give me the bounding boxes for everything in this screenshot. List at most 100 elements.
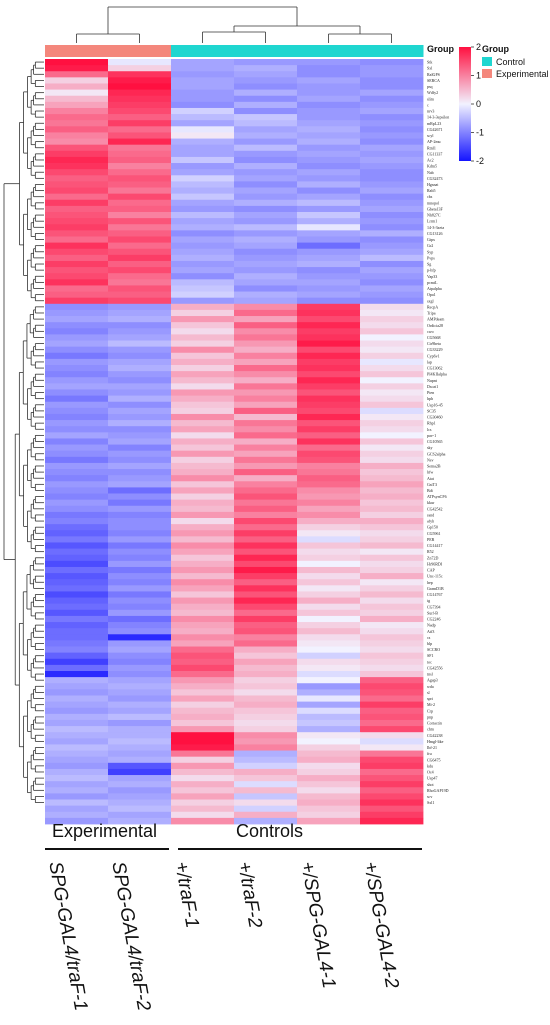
gene-label: Hmgl-like	[427, 739, 444, 744]
heatmap-cell	[297, 456, 361, 464]
heatmap-cell	[297, 65, 361, 72]
heatmap-cell	[360, 89, 424, 97]
heatmap-cell	[45, 126, 109, 133]
heatmap-cell	[108, 389, 172, 396]
heatmap-cell	[108, 664, 172, 672]
heatmap-cell	[360, 193, 424, 201]
heatmap-cell	[171, 285, 235, 292]
gene-label: mRpL23	[427, 121, 441, 126]
heatmap-cell	[234, 95, 298, 103]
heatmap-cell	[297, 365, 361, 372]
gene-label: Ctr9beta	[427, 341, 441, 346]
gene-label: rand	[427, 512, 434, 517]
gene-label: Usp47	[427, 776, 437, 781]
heatmap-cell	[108, 291, 172, 299]
heatmap-cell	[360, 622, 424, 629]
heatmap-cell	[171, 59, 235, 66]
gene-label: Sema2B	[427, 464, 441, 469]
heatmap-cell	[45, 95, 109, 103]
heatmap-cell	[108, 377, 172, 384]
heatmap-cell	[297, 175, 361, 182]
heatmap-cell	[297, 469, 361, 476]
heatmap-cell	[171, 585, 235, 592]
heatmap-cell	[234, 383, 298, 390]
heatmap-cell	[45, 566, 109, 574]
heatmap-cell	[234, 750, 298, 758]
heatmap-cell	[360, 518, 424, 525]
heatmap-cell	[360, 628, 424, 635]
heatmap-cell	[297, 383, 361, 390]
heatmap-cell	[171, 701, 235, 709]
heatmap-cell	[108, 750, 172, 758]
heatmap-cell	[360, 689, 424, 696]
heatmap-cell	[234, 126, 298, 133]
heatmap-cell	[297, 554, 361, 562]
heatmap-cell	[297, 817, 361, 825]
heatmap-cell	[108, 334, 172, 341]
heatmap-cell	[108, 677, 172, 684]
gene-label: SC35	[427, 408, 436, 413]
gene-label: CG32473	[427, 176, 443, 181]
heatmap-cell	[360, 163, 424, 170]
heatmap-cell	[234, 652, 298, 660]
heatmap-cell	[297, 499, 361, 507]
heatmap-cell	[171, 150, 235, 158]
heatmap-cell	[297, 291, 361, 299]
gene-label: Gtpx	[427, 237, 435, 242]
heatmap-cell	[171, 248, 235, 256]
heatmap-cell	[297, 95, 361, 103]
heatmap-cell	[171, 811, 235, 819]
heatmap-cell	[234, 71, 298, 78]
heatmap-cell	[45, 701, 109, 709]
heatmap-cell	[45, 640, 109, 647]
heatmap-cell	[360, 285, 424, 292]
heatmap-cell	[297, 120, 361, 127]
heatmap-cell	[234, 530, 298, 537]
heatmap-cell	[108, 156, 172, 164]
heatmap-cell	[45, 695, 109, 702]
heatmap-cell	[297, 340, 361, 348]
heatmap-cell	[360, 156, 424, 164]
heatmap-cell	[171, 750, 235, 758]
gene-label: pcmtL	[427, 280, 438, 285]
heatmap-cell	[108, 285, 172, 292]
heatmap-cell	[171, 817, 235, 825]
heatmap-cell	[108, 444, 172, 452]
heatmap-cell	[45, 279, 109, 286]
gene-label: afyh	[427, 519, 434, 524]
heatmap-cell	[45, 322, 109, 329]
heatmap-cell	[360, 328, 424, 335]
heatmap-cell	[45, 768, 109, 776]
heatmap-cell	[108, 358, 172, 366]
heatmap-cell	[234, 83, 298, 90]
heatmap-cell	[234, 138, 298, 146]
heatmap-cell	[360, 242, 424, 250]
heatmap-cell	[45, 120, 109, 127]
heatmap-cell	[234, 628, 298, 635]
heatmap-cell	[234, 169, 298, 176]
heatmap-cell	[45, 487, 109, 494]
heatmap-cell	[171, 132, 235, 139]
heatmap-cell	[45, 413, 109, 421]
heatmap-cell	[171, 566, 235, 574]
heatmap-cell	[297, 707, 361, 715]
heatmap-cell	[45, 554, 109, 562]
heatmap-cell	[297, 597, 361, 605]
heatmap-cell	[297, 475, 361, 482]
heatmap-cell	[234, 518, 298, 525]
heatmap-cell	[297, 358, 361, 366]
heatmap-cell	[171, 524, 235, 531]
heatmap-cell	[234, 297, 298, 305]
gene-label: CG13062	[427, 366, 443, 371]
heatmap-cell	[360, 334, 424, 341]
gene-label: CG14767	[427, 592, 443, 597]
heatmap-cell	[297, 267, 361, 274]
gene-label: Opa1	[427, 292, 436, 297]
gene-label: CG5668	[427, 335, 441, 340]
heatmap-cell	[360, 646, 424, 654]
heatmap-cell	[171, 401, 235, 409]
heatmap-cell	[108, 756, 172, 764]
heatmap-cell	[108, 413, 172, 421]
heatmap-cell	[297, 511, 361, 519]
gene-label: Zn72D	[427, 555, 438, 560]
